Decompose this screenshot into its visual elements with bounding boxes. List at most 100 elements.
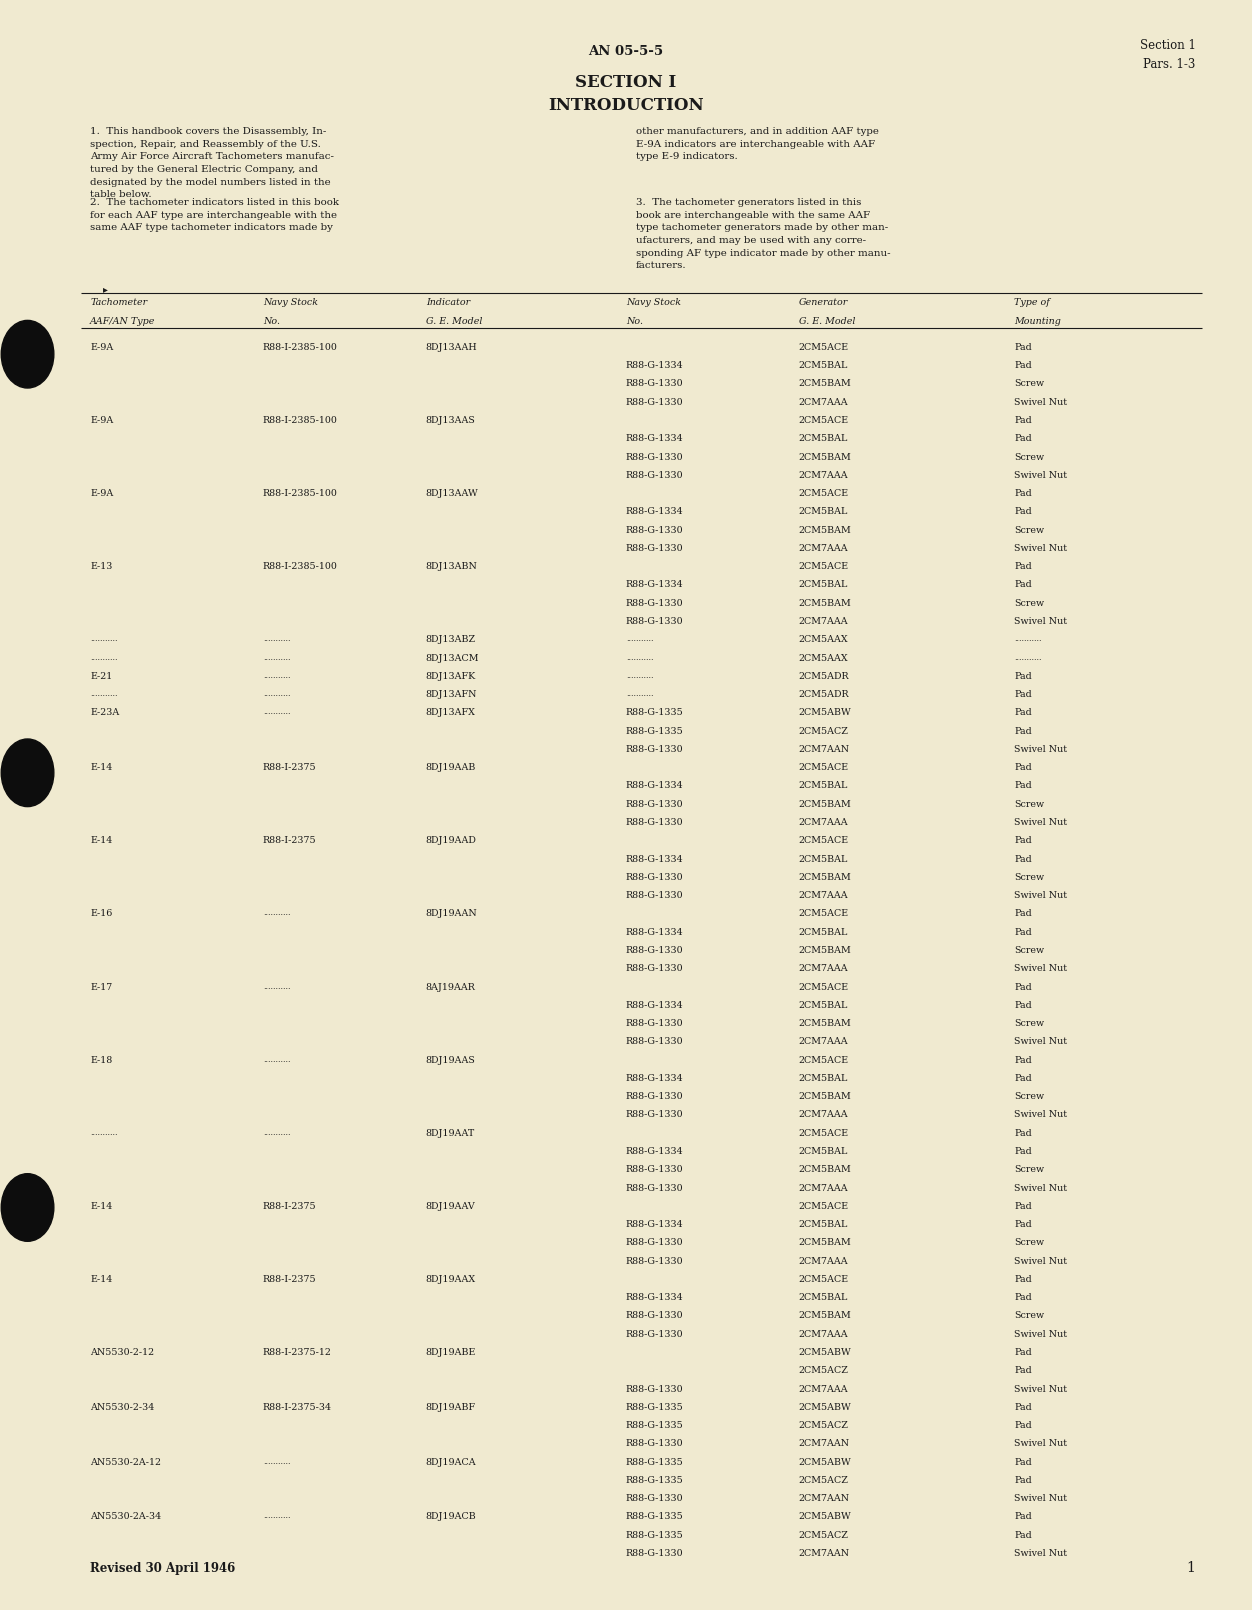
Text: R88-G-1330: R88-G-1330 [626, 398, 684, 407]
Text: AN5530-2A-12: AN5530-2A-12 [90, 1457, 162, 1467]
Text: Swivel Nut: Swivel Nut [1014, 1183, 1067, 1193]
Text: Pad: Pad [1014, 361, 1032, 370]
Text: 2CM7AAN: 2CM7AAN [799, 1494, 850, 1504]
Text: E-9A: E-9A [90, 343, 114, 353]
Text: ...........: ........... [263, 671, 290, 679]
Text: R88-G-1330: R88-G-1330 [626, 380, 684, 388]
Text: Pad: Pad [1014, 836, 1032, 845]
Text: R88-I-2385-100: R88-I-2385-100 [263, 562, 338, 572]
Text: Pad: Pad [1014, 507, 1032, 517]
Text: ...........: ........... [263, 1056, 290, 1064]
Text: Pad: Pad [1014, 1001, 1032, 1009]
Text: 8DJ19AAB: 8DJ19AAB [426, 763, 476, 773]
Text: R88-G-1334: R88-G-1334 [626, 927, 684, 937]
Text: 2CM5BAM: 2CM5BAM [799, 800, 851, 808]
Text: 2CM5BAM: 2CM5BAM [799, 947, 851, 955]
Text: 8DJ19AAN: 8DJ19AAN [426, 910, 477, 918]
Text: ...........: ........... [626, 636, 654, 644]
Text: Pad: Pad [1014, 1422, 1032, 1430]
Text: 2CM5BAM: 2CM5BAM [799, 1312, 851, 1320]
Text: R88-G-1335: R88-G-1335 [626, 1476, 684, 1484]
Text: R88-G-1330: R88-G-1330 [626, 1312, 684, 1320]
Text: R88-I-2375-34: R88-I-2375-34 [263, 1402, 332, 1412]
Text: 2CM5BAL: 2CM5BAL [799, 1220, 848, 1228]
Text: SECTION I: SECTION I [576, 74, 676, 92]
Text: Pad: Pad [1014, 1367, 1032, 1375]
Text: R88-I-2375: R88-I-2375 [263, 836, 317, 845]
Text: 8DJ13ABN: 8DJ13ABN [426, 562, 477, 572]
Text: 2CM5ACE: 2CM5ACE [799, 415, 849, 425]
Text: AN5530-2-34: AN5530-2-34 [90, 1402, 154, 1412]
Text: Screw: Screw [1014, 1312, 1044, 1320]
Text: 2CM7AAA: 2CM7AAA [799, 544, 849, 552]
Text: 2CM5BAM: 2CM5BAM [799, 452, 851, 462]
Text: R88-G-1330: R88-G-1330 [626, 1238, 684, 1248]
Text: Screw: Screw [1014, 800, 1044, 808]
Text: 2CM5ACE: 2CM5ACE [799, 1275, 849, 1283]
Text: R88-G-1330: R88-G-1330 [626, 745, 684, 753]
Text: Pad: Pad [1014, 1457, 1032, 1467]
Text: R88-G-1330: R88-G-1330 [626, 599, 684, 607]
Text: R88-G-1335: R88-G-1335 [626, 1402, 684, 1412]
Circle shape [1, 1174, 54, 1241]
Text: Pad: Pad [1014, 982, 1032, 992]
Text: R88-G-1335: R88-G-1335 [626, 1422, 684, 1430]
Text: 2CM5BAL: 2CM5BAL [799, 927, 848, 937]
Text: R88-G-1334: R88-G-1334 [626, 1293, 684, 1302]
Text: R88-I-2375: R88-I-2375 [263, 1201, 317, 1211]
Text: Pad: Pad [1014, 1402, 1032, 1412]
Text: ...........: ........... [1014, 654, 1042, 662]
Text: ...........: ........... [626, 654, 654, 662]
Text: ...........: ........... [90, 636, 118, 644]
Text: 2CM5ACE: 2CM5ACE [799, 910, 849, 918]
Text: R88-G-1335: R88-G-1335 [626, 708, 684, 718]
Text: R88-G-1330: R88-G-1330 [626, 617, 684, 626]
Text: Screw: Screw [1014, 1238, 1044, 1248]
Text: 2CM5BAM: 2CM5BAM [799, 1092, 851, 1101]
Text: Swivel Nut: Swivel Nut [1014, 1549, 1067, 1558]
Text: other manufacturers, and in addition AAF type
E-9A indicators are interchangeabl: other manufacturers, and in addition AAF… [636, 127, 879, 161]
Text: 8DJ19ACB: 8DJ19ACB [426, 1512, 477, 1521]
Text: INTRODUCTION: INTRODUCTION [548, 97, 704, 114]
Text: R88-G-1330: R88-G-1330 [626, 1330, 684, 1338]
Text: Swivel Nut: Swivel Nut [1014, 964, 1067, 972]
Text: Pad: Pad [1014, 1129, 1032, 1138]
Text: Pad: Pad [1014, 1476, 1032, 1484]
Text: R88-I-2375: R88-I-2375 [263, 763, 317, 773]
Text: E-14: E-14 [90, 763, 113, 773]
Text: Screw: Screw [1014, 1092, 1044, 1101]
Text: Pad: Pad [1014, 781, 1032, 791]
Text: 2.  The tachometer indicators listed in this book
for each AAF type are intercha: 2. The tachometer indicators listed in t… [90, 198, 339, 232]
Text: 2CM5BAL: 2CM5BAL [799, 435, 848, 443]
Text: R88-I-2375: R88-I-2375 [263, 1275, 317, 1283]
Text: E-14: E-14 [90, 1201, 113, 1211]
Text: R88-G-1330: R88-G-1330 [626, 1183, 684, 1193]
Text: R88-G-1330: R88-G-1330 [626, 892, 684, 900]
Text: Screw: Screw [1014, 873, 1044, 882]
Text: R88-G-1335: R88-G-1335 [626, 1457, 684, 1467]
Text: 1.  This handbook covers the Disassembly, In-
spection, Repair, and Reassembly o: 1. This handbook covers the Disassembly,… [90, 127, 334, 200]
Text: Pad: Pad [1014, 489, 1032, 497]
Text: R88-G-1330: R88-G-1330 [626, 1256, 684, 1265]
Text: ...........: ........... [263, 1457, 290, 1465]
Text: 8DJ19AAX: 8DJ19AAX [426, 1275, 476, 1283]
Text: Swivel Nut: Swivel Nut [1014, 745, 1067, 753]
Text: 8DJ19AAT: 8DJ19AAT [426, 1129, 475, 1138]
Text: 2CM5BAL: 2CM5BAL [799, 507, 848, 517]
Text: R88-G-1330: R88-G-1330 [626, 1166, 684, 1174]
Text: R88-G-1335: R88-G-1335 [626, 1531, 684, 1539]
Text: ...........: ........... [90, 1129, 118, 1137]
Text: Pad: Pad [1014, 1275, 1032, 1283]
Text: No.: No. [626, 317, 644, 327]
Text: R88-G-1330: R88-G-1330 [626, 1549, 684, 1558]
Text: 2CM7AAA: 2CM7AAA [799, 964, 849, 972]
Text: R88-G-1330: R88-G-1330 [626, 452, 684, 462]
Text: Swivel Nut: Swivel Nut [1014, 818, 1067, 828]
Text: 8DJ19AAS: 8DJ19AAS [426, 1056, 476, 1064]
Text: R88-G-1334: R88-G-1334 [626, 507, 684, 517]
Text: Screw: Screw [1014, 526, 1044, 535]
Text: ▸: ▸ [103, 285, 108, 295]
Text: 2CM7AAA: 2CM7AAA [799, 1256, 849, 1265]
Text: AN 05-5-5: AN 05-5-5 [588, 45, 664, 58]
Text: 2CM5BAM: 2CM5BAM [799, 526, 851, 535]
